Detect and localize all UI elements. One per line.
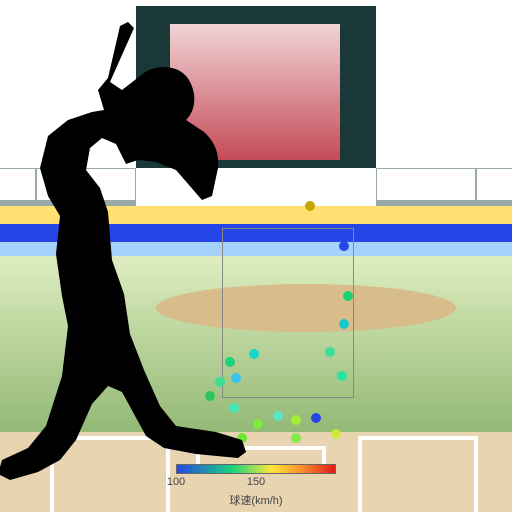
plate-chalk-line [358, 436, 362, 512]
pitch-marker [339, 241, 349, 251]
fence-segment [476, 168, 512, 206]
plate-chalk-line [358, 436, 478, 440]
pitch-marker [311, 413, 321, 423]
pitch-marker [291, 433, 301, 443]
fence-segment [376, 168, 476, 206]
pitch-marker [339, 319, 349, 329]
pitch-marker [343, 291, 353, 301]
pitch-marker [325, 347, 335, 357]
pitch-location-scene: 100 150 球速(km/h) [0, 0, 512, 512]
pitch-marker [305, 201, 315, 211]
batter-silhouette [0, 20, 280, 490]
pitch-marker [291, 415, 301, 425]
pitch-marker [331, 429, 341, 439]
plate-chalk-line [474, 436, 478, 512]
pitch-marker [337, 371, 347, 381]
legend-axis-label: 球速(km/h) [176, 492, 336, 508]
